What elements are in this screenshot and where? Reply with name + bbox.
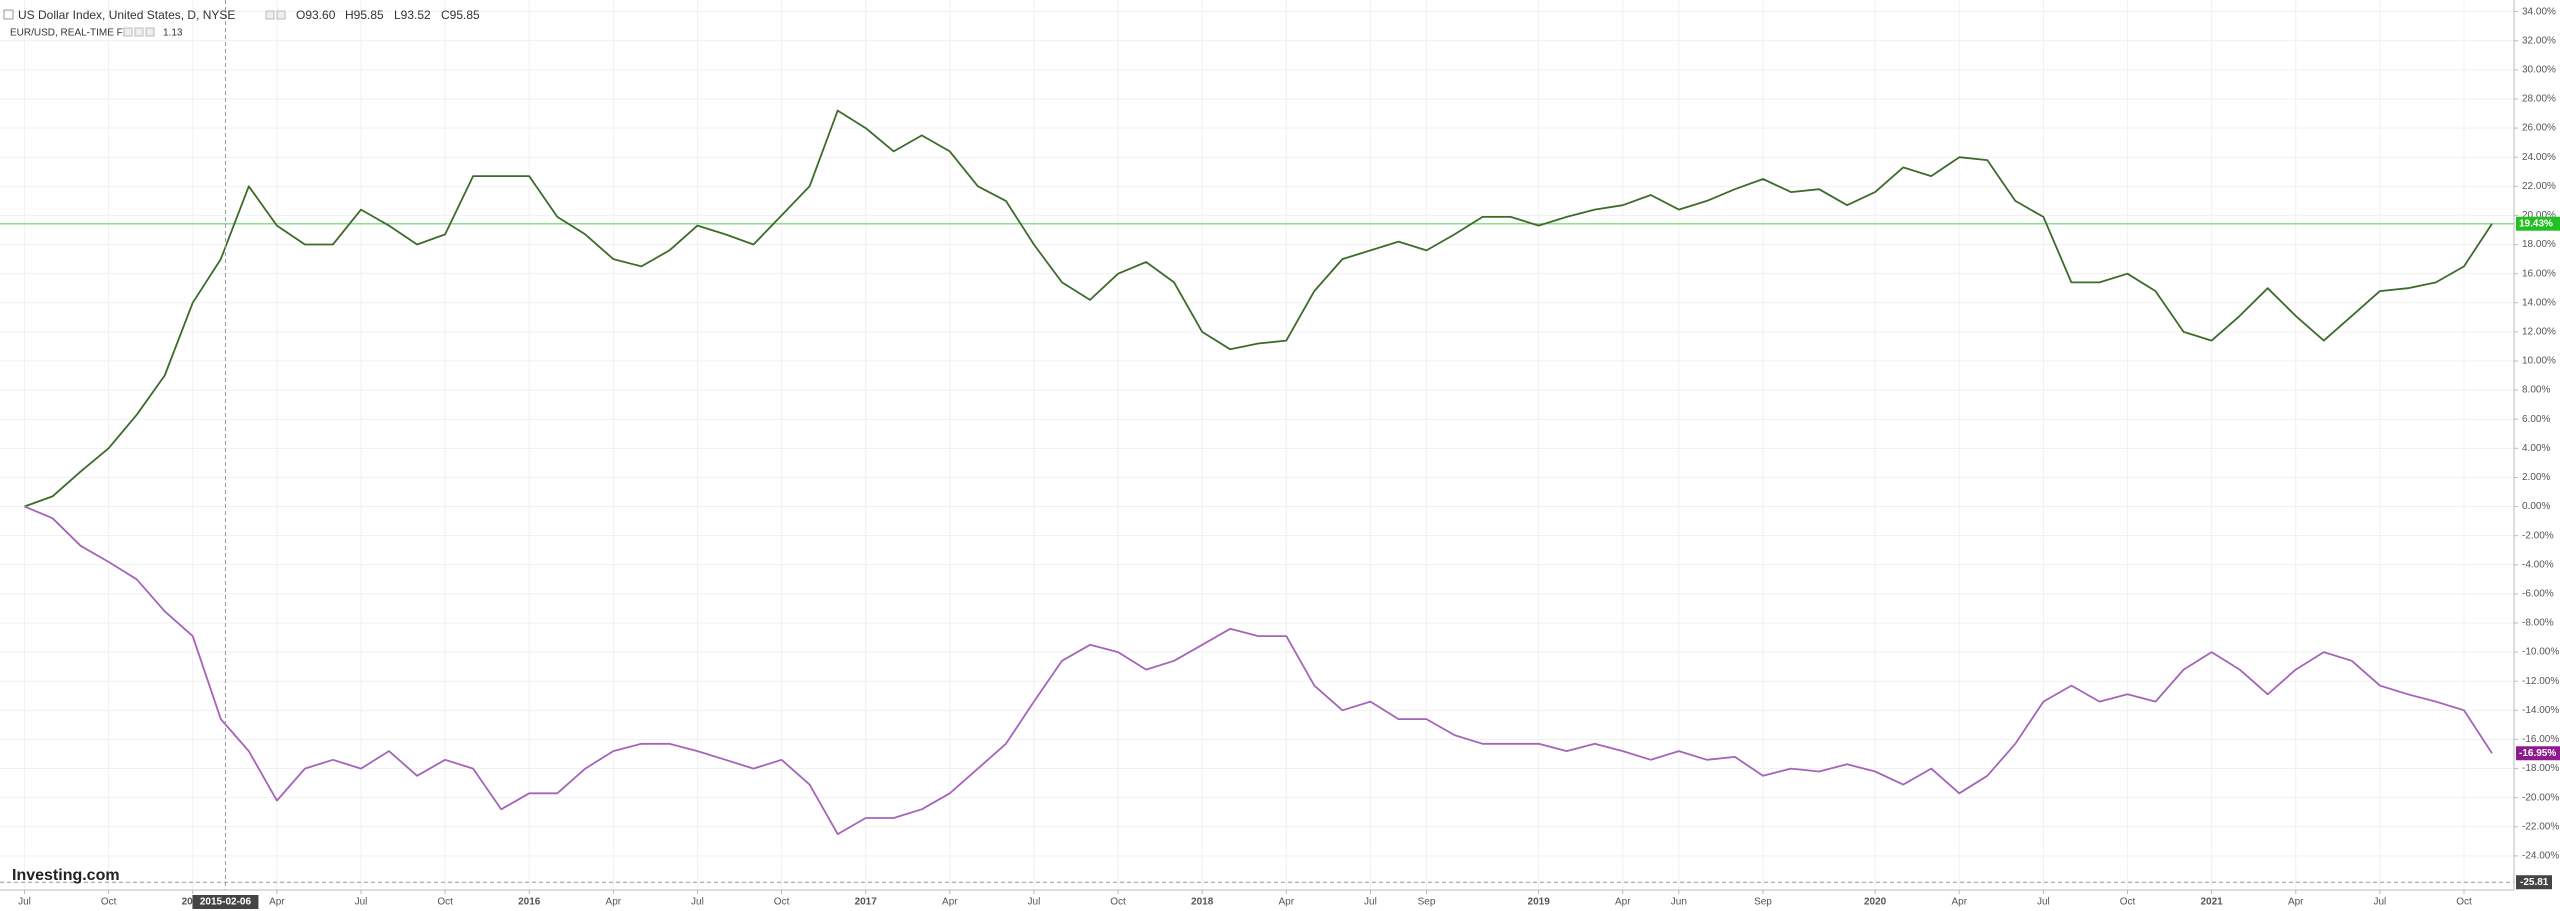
x-tick-label: Apr (606, 897, 622, 908)
x-tick-label: Apr (269, 897, 285, 908)
y-tick-label: 14.00% (2522, 297, 2556, 308)
x-tick-label: Jul (2037, 897, 2050, 908)
y-tick-label: -12.00% (2522, 676, 2559, 687)
y-tick-label: -10.00% (2522, 647, 2559, 658)
last-value-badge (2516, 746, 2560, 761)
y-tick-label: 0.00% (2522, 501, 2550, 512)
x-tick-label: Jul (1364, 897, 1377, 908)
settings-icon[interactable] (123, 27, 133, 37)
x-tick-label: Jul (1028, 897, 1041, 908)
ohlc-close: C95.85 (441, 8, 480, 22)
y-tick-label: 2.00% (2522, 472, 2550, 483)
x-tick-label: Apr (1615, 897, 1631, 908)
x-tick-label: Oct (2456, 897, 2472, 908)
last-value-badge (2516, 216, 2560, 231)
x-tick-label: Apr (942, 897, 958, 908)
y-tick-label: 6.00% (2522, 414, 2550, 425)
y-tick-label: 16.00% (2522, 268, 2556, 279)
close-icon[interactable] (276, 10, 286, 20)
x-tick-label: 2020 (1864, 897, 1887, 908)
visibility-icon[interactable] (134, 27, 144, 37)
x-tick-label: Oct (1110, 897, 1126, 908)
x-tick-label: 2019 (1528, 897, 1551, 908)
y-tick-label: 28.00% (2522, 94, 2556, 105)
y-tick-label: -16.00% (2522, 734, 2559, 745)
y-tick-label: 24.00% (2522, 152, 2556, 163)
last-value-label: -16.95% (2519, 748, 2556, 759)
ohlc-open: O93.60 (296, 8, 336, 22)
crosshair-date-badge (192, 895, 259, 909)
y-tick-label: 4.00% (2522, 443, 2550, 454)
close-icon[interactable] (145, 27, 155, 37)
crosshair-value-label: -25.81 (2520, 877, 2549, 888)
x-tick-label: Sep (1418, 897, 1436, 908)
x-tick-label: Jul (18, 897, 31, 908)
compare-last-price: 1.13 (163, 28, 183, 39)
x-tick-label: Apr (2288, 897, 2304, 908)
y-tick-label: 26.00% (2522, 123, 2556, 134)
x-tick-label: Sep (1754, 897, 1772, 908)
ohlc-high: H95.85 (345, 8, 384, 22)
x-tick-label: Jun (1671, 897, 1687, 908)
settings-icon[interactable] (265, 10, 275, 20)
x-tick-label: 2018 (1191, 897, 1214, 908)
y-tick-label: -18.00% (2522, 763, 2559, 774)
y-tick-label: 22.00% (2522, 181, 2556, 192)
watermark: Investing.com (12, 867, 120, 884)
y-tick-label: 10.00% (2522, 356, 2556, 367)
y-tick-label: -20.00% (2522, 792, 2559, 803)
series-title: US Dollar Index, United States, D, NYSE (18, 8, 235, 22)
x-tick-label: Apr (1951, 897, 1967, 908)
x-tick-label: Oct (101, 897, 117, 908)
y-tick-label: -2.00% (2522, 530, 2554, 541)
series-line (24, 109, 2493, 508)
compare-series-title: EUR/USD, REAL-TIME FX (10, 28, 130, 39)
y-tick-label: 20.00% (2522, 210, 2556, 221)
y-tick-label: 12.00% (2522, 327, 2556, 338)
y-tick-label: 8.00% (2522, 385, 2550, 396)
x-tick-label: Jul (2373, 897, 2386, 908)
x-tick-label: 2021 (2200, 897, 2223, 908)
ohlc-low: L93.52 (394, 8, 431, 22)
y-tick-label: -24.00% (2522, 851, 2559, 862)
y-tick-label: -6.00% (2522, 589, 2554, 600)
y-tick-label: -8.00% (2522, 618, 2554, 629)
series-line (24, 505, 2493, 835)
x-tick-label: Oct (2120, 897, 2136, 908)
x-tick-label: 2016 (518, 897, 541, 908)
crosshair-date-label: 2015-02-06 (200, 897, 252, 908)
collapse-icon[interactable] (3, 9, 14, 20)
crosshair-value-badge (2516, 875, 2552, 890)
y-tick-label: -4.00% (2522, 559, 2554, 570)
x-tick-label: Jul (355, 897, 368, 908)
y-tick-label: 34.00% (2522, 6, 2556, 17)
y-tick-label: -14.00% (2522, 705, 2559, 716)
x-tick-label: Apr (1279, 897, 1295, 908)
y-tick-label: -22.00% (2522, 821, 2559, 832)
x-tick-label: Oct (437, 897, 453, 908)
x-tick-label: Jul (691, 897, 704, 908)
y-tick-label: 32.00% (2522, 35, 2556, 46)
y-tick-label: 30.00% (2522, 65, 2556, 76)
x-tick-label: Oct (774, 897, 790, 908)
grid (0, 0, 2514, 890)
x-tick-label: 2017 (855, 897, 878, 908)
last-value-label: 19.43% (2519, 218, 2553, 229)
plot (0, 109, 2514, 835)
y-tick-label: 18.00% (2522, 239, 2556, 250)
